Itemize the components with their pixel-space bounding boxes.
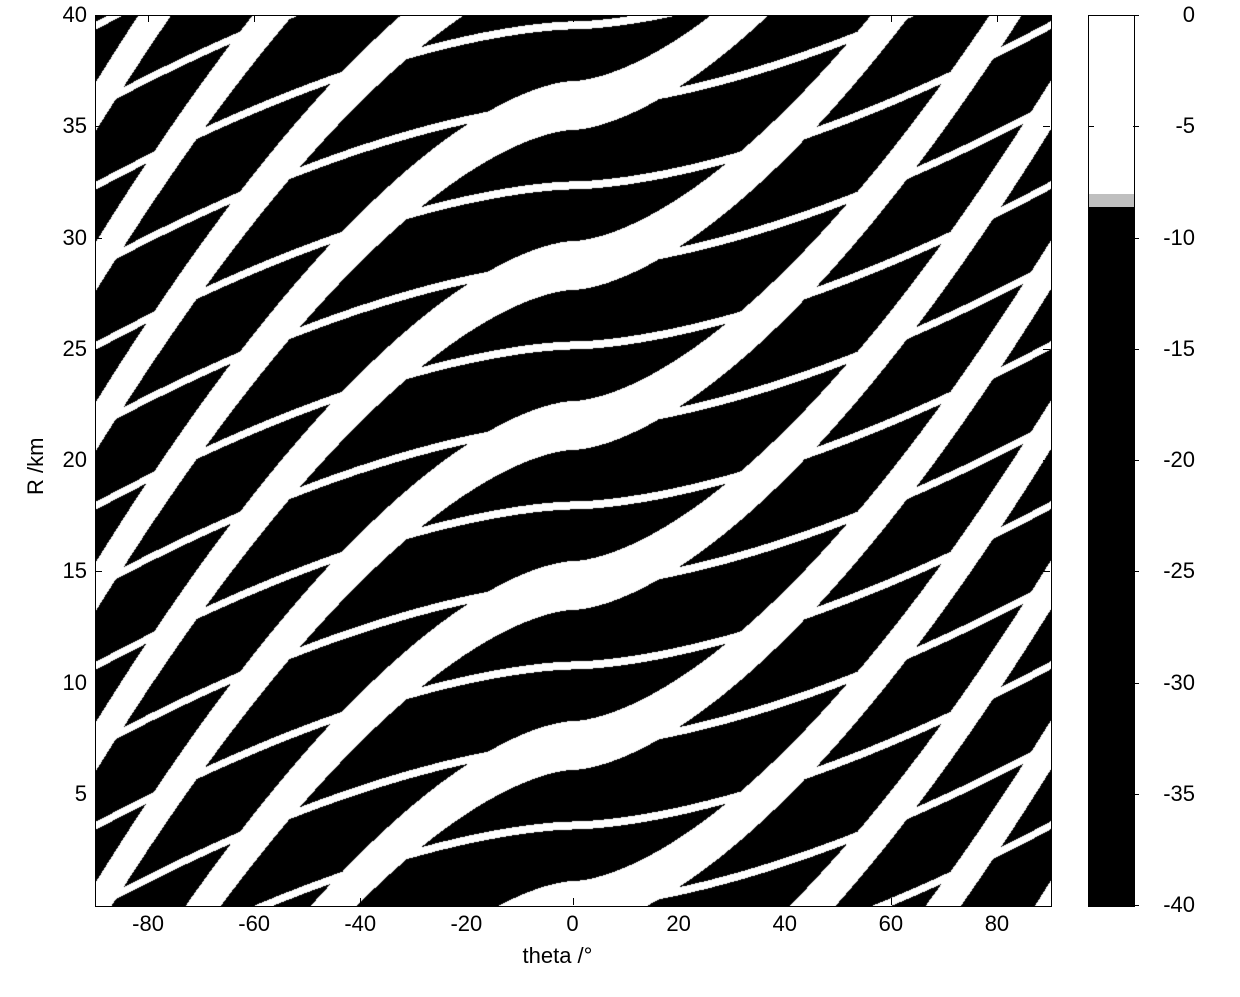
y-tick	[95, 238, 102, 239]
x-tick	[785, 898, 786, 905]
x-tick	[254, 898, 255, 905]
colorbar-tick	[1088, 905, 1094, 906]
y-tick	[1043, 15, 1050, 16]
colorbar-tick-label: -20	[1145, 447, 1195, 473]
x-tick	[679, 15, 680, 22]
colorbar-tick	[1088, 571, 1094, 572]
x-tick	[466, 898, 467, 905]
colorbar-tick-label: 0	[1145, 2, 1195, 28]
x-tick	[679, 898, 680, 905]
colorbar-tick	[1133, 15, 1139, 16]
y-tick	[95, 349, 102, 350]
x-tick	[254, 15, 255, 22]
x-tick	[360, 898, 361, 905]
x-tick-label: -20	[436, 911, 496, 937]
x-tick	[573, 15, 574, 22]
x-tick	[891, 15, 892, 22]
y-tick-label: 5	[47, 781, 87, 807]
y-tick	[95, 683, 102, 684]
y-tick-label: 15	[47, 558, 87, 584]
x-axis-label: theta /°	[523, 943, 593, 969]
y-tick-label: 40	[47, 2, 87, 28]
x-tick	[891, 898, 892, 905]
x-tick	[573, 898, 574, 905]
colorbar-tick-label: -30	[1145, 670, 1195, 696]
colorbar-tick-label: -35	[1145, 781, 1195, 807]
x-tick	[148, 898, 149, 905]
colorbar-tick	[1088, 460, 1094, 461]
x-tick	[997, 15, 998, 22]
colorbar-tick	[1133, 126, 1139, 127]
y-tick	[1043, 460, 1050, 461]
x-tick-label: -40	[330, 911, 390, 937]
y-tick-label: 35	[47, 113, 87, 139]
y-tick	[1043, 683, 1050, 684]
x-axis-label-text: theta /°	[523, 943, 593, 968]
x-tick-label: 40	[755, 911, 815, 937]
colorbar-tick-label: -10	[1145, 225, 1195, 251]
colorbar-tick	[1088, 15, 1094, 16]
colorbar-tick	[1088, 683, 1094, 684]
colorbar-tick	[1088, 126, 1094, 127]
x-tick	[148, 15, 149, 22]
y-tick-label: 20	[47, 447, 87, 473]
x-tick	[466, 15, 467, 22]
heatmap-plot-area	[95, 15, 1052, 907]
colorbar-tick	[1088, 349, 1094, 350]
colorbar	[1088, 15, 1135, 907]
heatmap-canvas	[96, 16, 1051, 906]
colorbar-tick	[1133, 683, 1139, 684]
colorbar-tick	[1088, 238, 1094, 239]
y-tick	[95, 571, 102, 572]
colorbar-segment	[1089, 16, 1134, 194]
colorbar-tick-label: -40	[1145, 892, 1195, 918]
colorbar-tick	[1088, 794, 1094, 795]
y-axis-label-text: R /km	[23, 438, 48, 495]
y-tick	[95, 460, 102, 461]
x-tick-label: 60	[861, 911, 921, 937]
x-tick	[360, 15, 361, 22]
y-tick-label: 25	[47, 336, 87, 362]
y-tick-label: 30	[47, 225, 87, 251]
colorbar-segment	[1089, 207, 1134, 906]
colorbar-tick-label: -15	[1145, 336, 1195, 362]
x-tick-label: -80	[118, 911, 178, 937]
y-axis-label: R /km	[23, 438, 49, 495]
x-tick-label: 80	[967, 911, 1027, 937]
y-tick-label: 10	[47, 670, 87, 696]
y-tick	[1043, 126, 1050, 127]
y-tick	[1043, 349, 1050, 350]
colorbar-tick	[1133, 794, 1139, 795]
y-tick	[1043, 238, 1050, 239]
colorbar-tick	[1133, 238, 1139, 239]
y-tick	[1043, 794, 1050, 795]
colorbar-tick	[1133, 349, 1139, 350]
y-tick	[1043, 571, 1050, 572]
x-tick	[997, 898, 998, 905]
x-tick-label: 0	[543, 911, 603, 937]
y-tick	[95, 126, 102, 127]
colorbar-tick-label: -25	[1145, 558, 1195, 584]
x-tick	[785, 15, 786, 22]
y-tick	[95, 15, 102, 16]
y-tick	[95, 794, 102, 795]
colorbar-tick-label: -5	[1145, 113, 1195, 139]
colorbar-tick	[1133, 905, 1139, 906]
figure: R /km theta /° -80 -60 -40 -20 0 20 40 60 80 5 10…	[0, 0, 1240, 997]
colorbar-tick	[1133, 571, 1139, 572]
x-tick-label: -60	[224, 911, 284, 937]
colorbar-tick	[1133, 460, 1139, 461]
colorbar-segment	[1089, 194, 1134, 207]
x-tick-label: 20	[649, 911, 709, 937]
